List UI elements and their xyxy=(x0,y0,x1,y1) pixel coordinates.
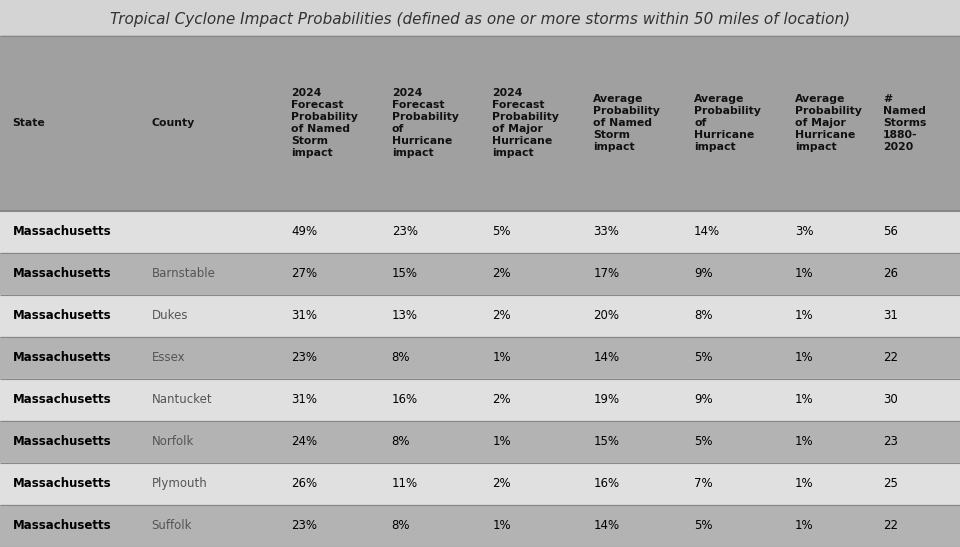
Text: 1%: 1% xyxy=(795,393,813,406)
Text: 26%: 26% xyxy=(291,478,317,491)
Text: Massachusetts: Massachusetts xyxy=(12,478,111,491)
Text: Massachusetts: Massachusetts xyxy=(12,520,111,532)
Bar xyxy=(0,421,960,463)
Text: 1%: 1% xyxy=(492,351,511,364)
Text: 2024
Forecast
Probability
of Named
Storm
impact: 2024 Forecast Probability of Named Storm… xyxy=(291,88,358,158)
Text: 15%: 15% xyxy=(593,435,619,449)
Text: 5%: 5% xyxy=(694,520,712,532)
Text: Essex: Essex xyxy=(152,351,185,364)
Text: 8%: 8% xyxy=(694,309,712,322)
Text: 14%: 14% xyxy=(593,351,619,364)
Text: 11%: 11% xyxy=(392,478,418,491)
Text: 1%: 1% xyxy=(492,520,511,532)
Text: 26: 26 xyxy=(883,267,899,280)
Text: 9%: 9% xyxy=(694,267,712,280)
Text: 3%: 3% xyxy=(795,225,813,238)
Text: 7%: 7% xyxy=(694,478,712,491)
Text: 16%: 16% xyxy=(593,478,619,491)
Text: 1%: 1% xyxy=(795,478,813,491)
Text: 8%: 8% xyxy=(392,520,410,532)
Bar xyxy=(0,0,960,36)
Text: Dukes: Dukes xyxy=(152,309,188,322)
Text: 17%: 17% xyxy=(593,267,619,280)
Text: Plymouth: Plymouth xyxy=(152,478,207,491)
Text: Average
Probability
of Major
Hurricane
impact: Average Probability of Major Hurricane i… xyxy=(795,94,862,152)
Text: 24%: 24% xyxy=(291,435,317,449)
Text: #
Named
Storms
1880-
2020: # Named Storms 1880- 2020 xyxy=(883,94,926,152)
Text: County: County xyxy=(152,118,195,128)
Text: 5%: 5% xyxy=(694,351,712,364)
Text: 31%: 31% xyxy=(291,309,317,322)
Bar xyxy=(0,36,960,211)
Text: 31: 31 xyxy=(883,309,898,322)
Text: 2024
Forecast
Probability
of
Hurricane
impact: 2024 Forecast Probability of Hurricane i… xyxy=(392,88,459,158)
Text: Tropical Cyclone Impact Probabilities (defined as one or more storms within 50 m: Tropical Cyclone Impact Probabilities (d… xyxy=(110,12,850,27)
Bar xyxy=(0,295,960,337)
Text: 23: 23 xyxy=(883,435,898,449)
Text: 2024
Forecast
Probability
of Major
Hurricane
impact: 2024 Forecast Probability of Major Hurri… xyxy=(492,88,560,158)
Text: 1%: 1% xyxy=(795,309,813,322)
Bar xyxy=(0,337,960,379)
Text: Barnstable: Barnstable xyxy=(152,267,216,280)
Text: 2%: 2% xyxy=(492,309,511,322)
Text: 56: 56 xyxy=(883,225,898,238)
Bar xyxy=(0,211,960,253)
Text: 23%: 23% xyxy=(291,520,317,532)
Text: 19%: 19% xyxy=(593,393,619,406)
Text: 5%: 5% xyxy=(492,225,511,238)
Text: 2%: 2% xyxy=(492,478,511,491)
Text: State: State xyxy=(12,118,45,128)
Text: Norfolk: Norfolk xyxy=(152,435,194,449)
Text: 22: 22 xyxy=(883,520,899,532)
Text: 1%: 1% xyxy=(795,520,813,532)
Text: 49%: 49% xyxy=(291,225,317,238)
Text: 20%: 20% xyxy=(593,309,619,322)
Text: 30: 30 xyxy=(883,393,898,406)
Text: 31%: 31% xyxy=(291,393,317,406)
Bar xyxy=(0,463,960,505)
Text: Massachusetts: Massachusetts xyxy=(12,393,111,406)
Text: Suffolk: Suffolk xyxy=(152,520,192,532)
Text: 5%: 5% xyxy=(694,435,712,449)
Bar xyxy=(0,253,960,295)
Text: Massachusetts: Massachusetts xyxy=(12,351,111,364)
Text: 25: 25 xyxy=(883,478,898,491)
Text: 8%: 8% xyxy=(392,435,410,449)
Text: 1%: 1% xyxy=(795,351,813,364)
Text: 2%: 2% xyxy=(492,393,511,406)
Text: Massachusetts: Massachusetts xyxy=(12,225,111,238)
Text: 2%: 2% xyxy=(492,267,511,280)
Text: 22: 22 xyxy=(883,351,899,364)
Bar xyxy=(0,505,960,547)
Text: Average
Probability
of
Hurricane
impact: Average Probability of Hurricane impact xyxy=(694,94,761,152)
Text: Massachusetts: Massachusetts xyxy=(12,435,111,449)
Text: Average
Probability
of Named
Storm
impact: Average Probability of Named Storm impac… xyxy=(593,94,660,152)
Text: 14%: 14% xyxy=(593,520,619,532)
Text: 15%: 15% xyxy=(392,267,418,280)
Text: 8%: 8% xyxy=(392,351,410,364)
Bar xyxy=(0,379,960,421)
Text: Massachusetts: Massachusetts xyxy=(12,267,111,280)
Text: 1%: 1% xyxy=(795,267,813,280)
Text: 16%: 16% xyxy=(392,393,418,406)
Text: 1%: 1% xyxy=(795,435,813,449)
Text: 1%: 1% xyxy=(492,435,511,449)
Text: 9%: 9% xyxy=(694,393,712,406)
Text: Massachusetts: Massachusetts xyxy=(12,309,111,322)
Text: 33%: 33% xyxy=(593,225,619,238)
Text: 14%: 14% xyxy=(694,225,720,238)
Text: Nantucket: Nantucket xyxy=(152,393,212,406)
Text: 13%: 13% xyxy=(392,309,418,322)
Text: 23%: 23% xyxy=(392,225,418,238)
Text: 27%: 27% xyxy=(291,267,317,280)
Text: 23%: 23% xyxy=(291,351,317,364)
